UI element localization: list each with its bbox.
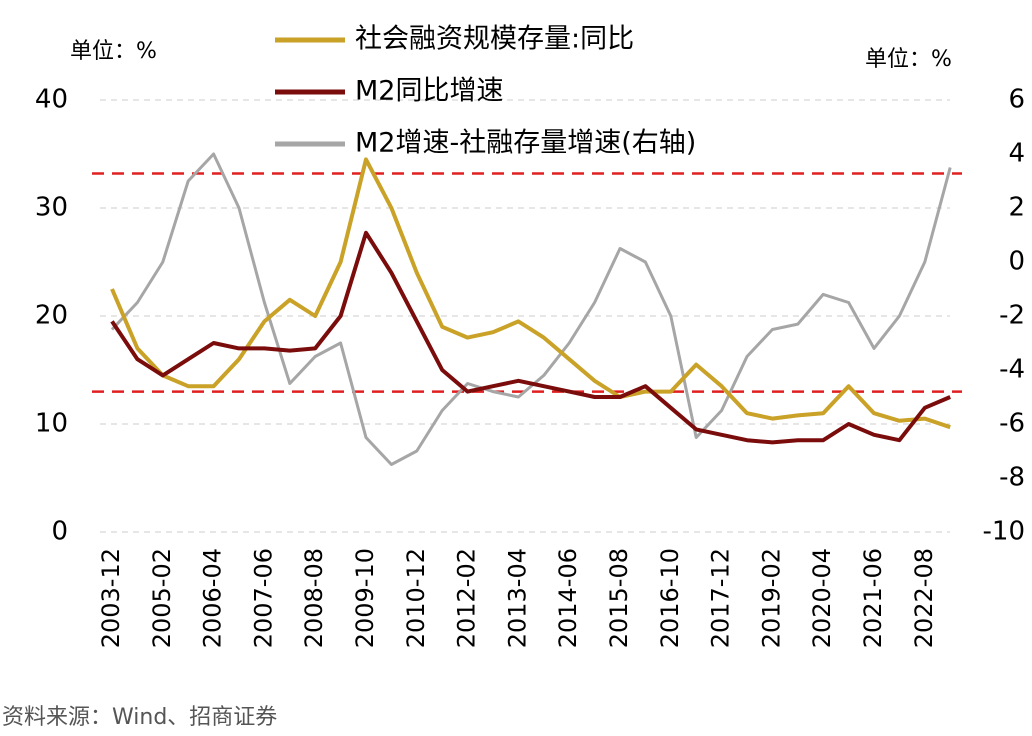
x-tick-label: 2015-08	[605, 548, 633, 648]
x-tick-label: 2014-06	[554, 548, 582, 648]
x-tick-label: 2006-04	[199, 548, 227, 648]
x-tick-label: 2008-08	[300, 548, 328, 648]
x-tick-label: 2007-06	[249, 548, 277, 648]
x-tick-label: 2012-02	[453, 548, 481, 648]
source: 资料来源：Wind、招商证券	[2, 705, 277, 730]
y2-tick-label: -8	[999, 463, 1025, 493]
x-tick-label: 2017-12	[707, 548, 735, 648]
y-tick-label: 40	[35, 85, 68, 115]
y2-tick-label: -2	[999, 301, 1025, 331]
x-tick-label: 2013-04	[503, 548, 531, 648]
x-tick-label: 2019-02	[757, 548, 785, 648]
y2-tick-label: 2	[1008, 193, 1025, 223]
y-tick-label: 20	[35, 301, 68, 331]
y-tick-label: 0	[51, 517, 68, 547]
y-tick-label: 10	[35, 409, 68, 439]
legend-label: M2增速-社融存量增速(右轴)	[355, 128, 696, 159]
y2-tick-label: -4	[999, 355, 1025, 385]
x-tick-label: 2016-10	[656, 548, 684, 648]
x-tick-label: 2003-12	[97, 548, 125, 648]
series-line	[110, 152, 952, 466]
legend-label: M2同比增速	[355, 76, 503, 107]
right-unit: 单位：%	[865, 47, 952, 72]
x-tick-label: 2010-12	[402, 548, 430, 648]
legend-label: 社会融资规模存量:同比	[355, 24, 634, 55]
y2-tick-label: 0	[1008, 247, 1025, 277]
series-line	[110, 157, 951, 430]
y2-tick-label: -10	[983, 517, 1025, 547]
y2-tick-label: 6	[1008, 85, 1025, 115]
y-tick-label: 30	[35, 193, 68, 223]
x-tick-label: 2020-04	[808, 548, 836, 648]
x-tick-label: 2005-02	[148, 548, 176, 648]
y2-tick-label: 4	[1008, 139, 1025, 169]
x-tick-label: 2021-06	[859, 548, 887, 648]
x-tick-label: 2022-08	[910, 548, 938, 648]
y2-tick-label: -6	[999, 409, 1025, 439]
left-unit: 单位：%	[70, 39, 157, 64]
x-tick-label: 2009-10	[351, 548, 379, 648]
series-line	[110, 230, 951, 445]
